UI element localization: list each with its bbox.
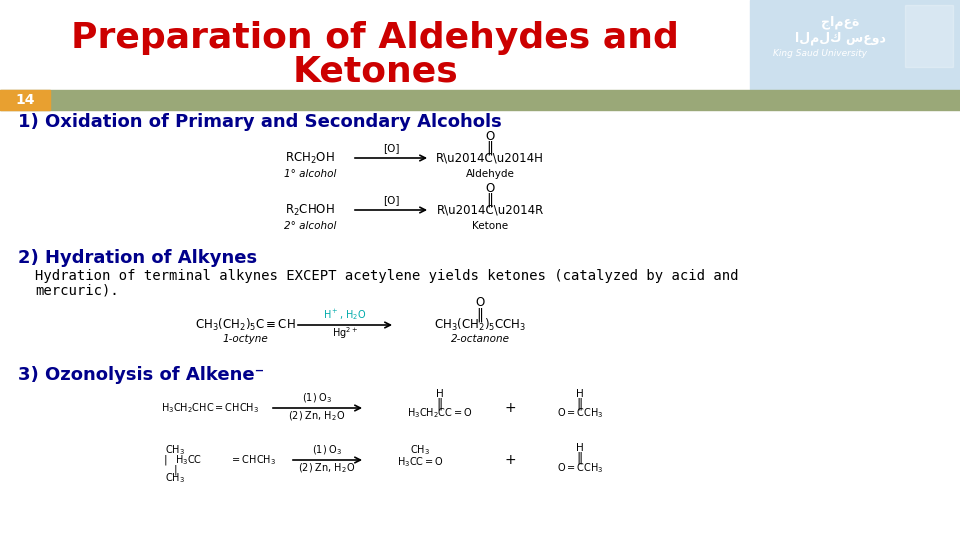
Text: 3) Ozonolysis of Alkene⁻: 3) Ozonolysis of Alkene⁻ [18, 366, 264, 384]
Text: ‖: ‖ [577, 451, 583, 464]
Text: O: O [486, 181, 494, 194]
Text: $=$CHCH$_3$: $=$CHCH$_3$ [230, 453, 276, 467]
Text: Hydration of terminal alkynes EXCEPT acetylene yields ketones (catalyzed by acid: Hydration of terminal alkynes EXCEPT ace… [35, 269, 738, 283]
Text: CH$_3$: CH$_3$ [410, 443, 430, 457]
Text: CH$_3$(CH$_2$)$_5$C$\equiv$CH: CH$_3$(CH$_2$)$_5$C$\equiv$CH [195, 317, 296, 333]
Text: H$^+$, H$_2$O: H$^+$, H$_2$O [324, 308, 367, 322]
Bar [0, 90, 50, 110]
Text: [O]: [O] [383, 143, 399, 153]
Text: CH$_3$(CH$_2$)$_5$CCH$_3$: CH$_3$(CH$_2$)$_5$CCH$_3$ [434, 317, 526, 333]
Text: Hg$^{2+}$: Hg$^{2+}$ [332, 325, 358, 341]
Text: ‖: ‖ [437, 397, 444, 410]
Text: O: O [475, 296, 485, 309]
Text: (2) Zn, H$_2$O: (2) Zn, H$_2$O [299, 461, 355, 475]
Text: O: O [486, 130, 494, 143]
Text: RCH$_2$OH: RCH$_2$OH [285, 151, 335, 166]
Text: (2) Zn, H$_2$O: (2) Zn, H$_2$O [288, 409, 346, 423]
Text: 1° alcohol: 1° alcohol [284, 169, 336, 179]
Text: 2° alcohol: 2° alcohol [284, 221, 336, 231]
Text: |: | [173, 465, 177, 475]
Text: (1) O$_3$: (1) O$_3$ [301, 391, 332, 405]
Text: ‖: ‖ [487, 193, 493, 207]
Text: Aldehyde: Aldehyde [466, 169, 515, 179]
Text: CH$_3$: CH$_3$ [165, 443, 185, 457]
Text: الملك سعود: الملك سعود [795, 31, 885, 45]
Text: (1) O$_3$: (1) O$_3$ [312, 443, 342, 457]
Text: R\u2014C\u2014R: R\u2014C\u2014R [437, 204, 543, 217]
Text: جامعة: جامعة [821, 15, 859, 29]
Text: O$=$CCH$_3$: O$=$CCH$_3$ [557, 461, 603, 475]
Text: H$_3$CC$=$O: H$_3$CC$=$O [396, 455, 444, 469]
Text: +: + [504, 453, 516, 467]
Bar [0, 90, 960, 110]
Text: Ketone: Ketone [472, 221, 508, 231]
Text: [O]: [O] [383, 195, 399, 205]
Text: H$_3$CH$_2$CHC$=$CHCH$_3$: H$_3$CH$_2$CHC$=$CHCH$_3$ [161, 401, 259, 415]
Text: H: H [576, 389, 584, 399]
Text: Preparation of Aldehydes and: Preparation of Aldehydes and [71, 21, 679, 55]
Text: 14: 14 [15, 93, 35, 107]
Text: mercuric).: mercuric). [35, 283, 119, 297]
Bar [905, 5, 953, 67]
Text: H$_3$CC: H$_3$CC [175, 453, 203, 467]
Text: Ketones: Ketones [292, 55, 458, 89]
Text: ‖: ‖ [476, 308, 484, 322]
Text: H: H [436, 389, 444, 399]
Text: 2-octanone: 2-octanone [450, 334, 510, 344]
Text: CH$_3$: CH$_3$ [165, 471, 185, 485]
Text: King Saud University: King Saud University [773, 50, 867, 58]
Text: 1-octyne: 1-octyne [222, 334, 268, 344]
Text: ‖: ‖ [577, 397, 583, 410]
Text: R$_2$CHOH: R$_2$CHOH [285, 202, 335, 218]
Text: R\u2014C\u2014H: R\u2014C\u2014H [436, 152, 544, 165]
Text: H: H [576, 443, 584, 453]
Text: 1) Oxidation of Primary and Secondary Alcohols: 1) Oxidation of Primary and Secondary Al… [18, 113, 502, 131]
Text: 2) Hydration of Alkynes: 2) Hydration of Alkynes [18, 249, 257, 267]
Text: H$_3$CH$_2$CC$=$O: H$_3$CH$_2$CC$=$O [407, 406, 473, 420]
Text: ‖: ‖ [487, 141, 493, 156]
Bar [750, 0, 960, 95]
Text: +: + [504, 401, 516, 415]
Text: O$=$CCH$_3$: O$=$CCH$_3$ [557, 406, 603, 420]
Text: |: | [163, 455, 167, 465]
